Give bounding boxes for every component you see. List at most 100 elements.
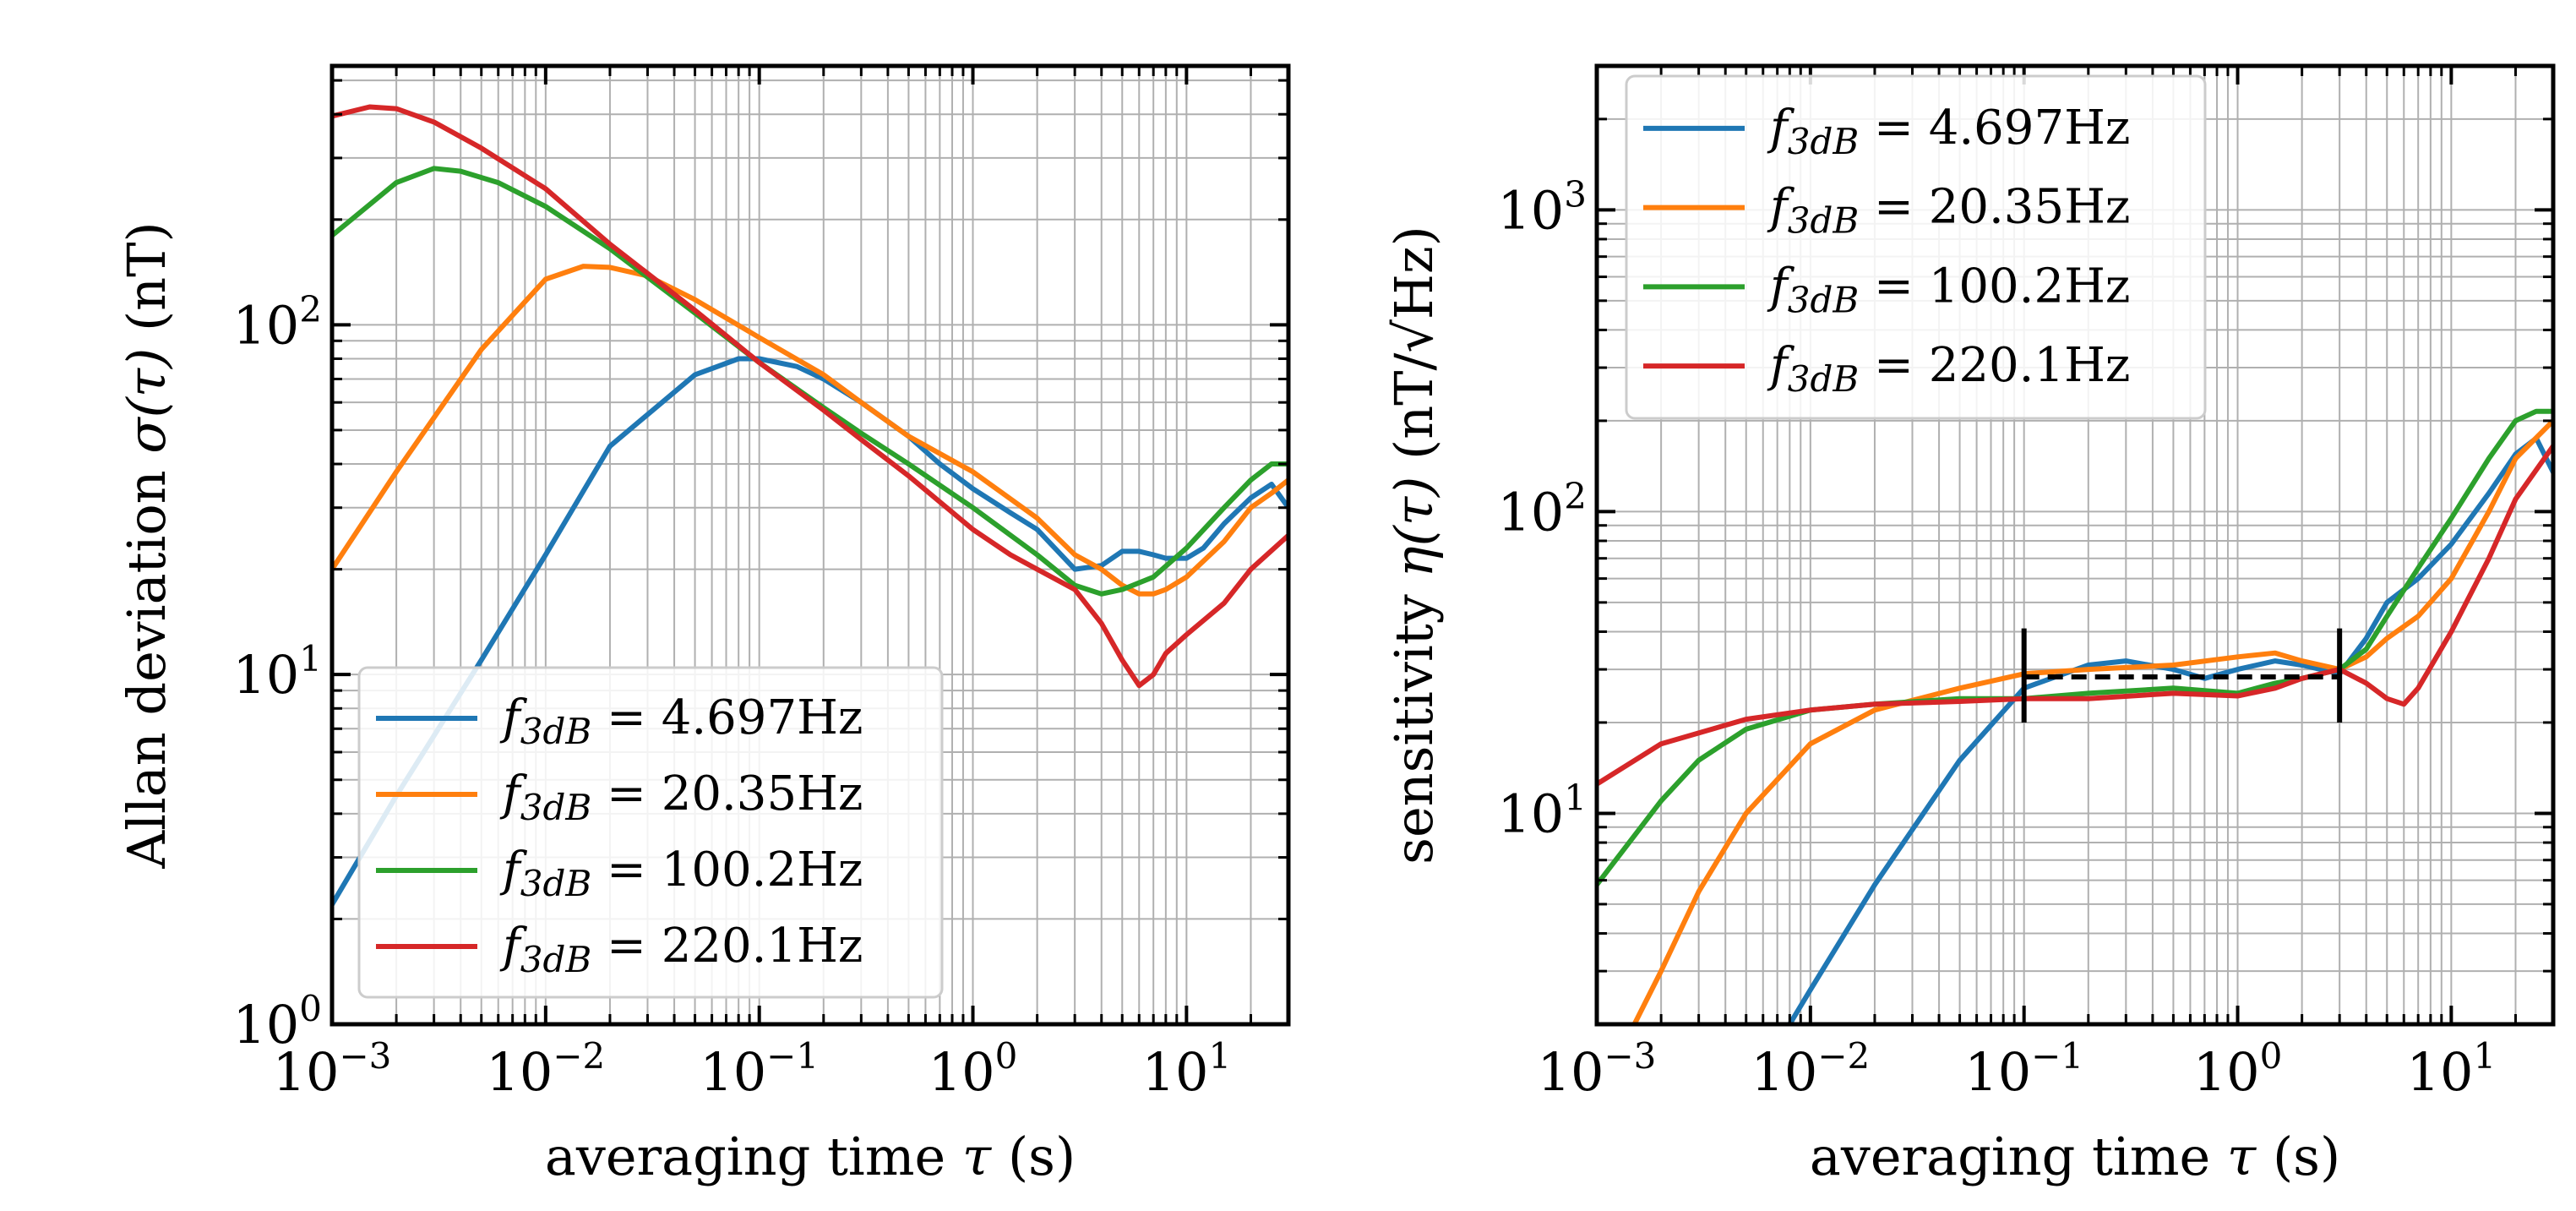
y-tick-label-base: 10 [1497, 783, 1564, 844]
legend-entry: f3dB = 20.35Hz [499, 766, 863, 828]
legend-box [1625, 74, 2207, 420]
x-tick-label-base: 10 [1964, 1041, 2031, 1103]
y-tick-label-exponent: 1 [1564, 777, 1587, 818]
y-tick-label-base: 10 [232, 994, 299, 1056]
x-tick-label: 100 [929, 1035, 1018, 1103]
x-tick-label-base: 10 [1142, 1041, 1209, 1103]
x-tick-label-exponent: −3 [1604, 1035, 1656, 1077]
legend-symbol-sub: 3dB [1788, 200, 1859, 242]
legend-value: 4.697Hz [1929, 101, 2131, 155]
legend-equals: = [1859, 180, 1929, 235]
legend-symbol-sub: 3dB [520, 939, 591, 980]
annotation-group [2021, 628, 2343, 723]
y-tick-label: 101 [232, 638, 322, 706]
y-axis-title-symbol: σ(τ) [116, 348, 177, 454]
x-tick-label-exponent: 1 [2473, 1035, 2496, 1077]
y-tick-label-base: 10 [1497, 481, 1564, 543]
x-tick-label-exponent: −2 [553, 1035, 605, 1077]
x-tick-label-exponent: 0 [2260, 1035, 2283, 1077]
x-axis-title-text: averaging time [1810, 1126, 2227, 1187]
legend-value: 20.35Hz [1929, 180, 2131, 235]
x-tick-label: 10−2 [486, 1035, 605, 1103]
x-tick-label-base: 10 [700, 1041, 766, 1103]
series-line-4697hz [332, 356, 1288, 908]
x-tick-label: 10−3 [1538, 1035, 1657, 1103]
legend-equals: = [1859, 338, 1929, 393]
legend-entry: f3dB = 220.1Hz [499, 919, 863, 980]
y-tick-label-exponent: 2 [299, 288, 322, 330]
y-tick-label-exponent: 1 [299, 638, 322, 679]
x-tick-label-base: 10 [273, 1041, 340, 1103]
y-axis-title: Allan deviation σ(τ) (nT) [116, 221, 177, 869]
y-tick-label: 103 [1497, 173, 1587, 241]
legend-equals: = [591, 843, 662, 897]
y-axis-title-unit: (nT) [116, 221, 177, 347]
y-tick-label: 102 [232, 288, 322, 356]
x-tick-label-exponent: 0 [995, 1035, 1018, 1077]
legend-equals: = [1859, 101, 1929, 155]
x-tick-label: 10−1 [1964, 1035, 2083, 1103]
x-tick-label: 101 [1142, 1035, 1232, 1103]
x-tick-label: 10−2 [1751, 1035, 1870, 1103]
plot-frame [1594, 63, 2556, 1027]
y-tick-label-exponent: 0 [299, 988, 322, 1029]
y-tick-label-base: 10 [232, 644, 299, 706]
x-tick-label-base: 10 [486, 1041, 553, 1103]
legend-equals: = [591, 690, 662, 745]
legend: f3dB = 4.697Hz f3dB = 20.35Hz f3dB = 100.2… [1625, 74, 2207, 420]
legend-symbol-sub: 3dB [1788, 279, 1859, 320]
x-tick-label-exponent: −2 [1817, 1035, 1870, 1077]
legend-entry: f3dB = 100.2Hz [1767, 259, 2130, 320]
y-axis-title-symbol: η(τ) [1383, 477, 1445, 578]
x-axis-title-text: averaging time [545, 1126, 962, 1187]
legend-symbol-sub: 3dB [520, 711, 591, 752]
y-axis-title-unit: (nT/√Hz) [1383, 226, 1445, 477]
legend-value: 100.2Hz [1929, 259, 2131, 314]
y-axis-title-text: sensitivity [1383, 577, 1445, 864]
x-tick-label: 10−1 [700, 1035, 819, 1103]
series-line-2201hz [1597, 443, 2553, 787]
y-tick-label-base: 10 [1497, 179, 1564, 241]
x-axis-title: averaging time τ (s) [545, 1126, 1076, 1187]
legend-value: 4.697Hz [662, 690, 863, 745]
y-axis-title-text: Allan deviation [116, 454, 177, 870]
y-tick-label: 100 [232, 988, 322, 1056]
legend-symbol-sub: 3dB [520, 787, 591, 828]
series-group [1597, 408, 2553, 1024]
x-axis-title-unit: (s) [2256, 1126, 2340, 1187]
plot-frame [329, 63, 1291, 1027]
x-axis-title-unit: (s) [991, 1126, 1076, 1187]
x-tick-label-base: 10 [2407, 1041, 2474, 1103]
y-tick-label-exponent: 2 [1564, 475, 1587, 516]
y-axis-title: sensitivity η(τ) (nT/√Hz) [1383, 226, 1445, 865]
legend-value: 220.1Hz [1929, 338, 2131, 393]
series-line-4697hz [1787, 435, 2553, 1024]
legend-value: 220.1Hz [662, 919, 863, 974]
legend-value: 20.35Hz [662, 766, 863, 821]
legend-entry: f3dB = 100.2Hz [499, 843, 863, 904]
x-tick-label-base: 10 [929, 1041, 995, 1103]
legend-entry: f3dB = 4.697Hz [1767, 101, 2130, 162]
legend-box [357, 666, 944, 999]
legend-value: 100.2Hz [662, 843, 863, 897]
x-tick-label: 101 [2407, 1035, 2497, 1103]
y-tick-label: 102 [1497, 475, 1587, 543]
legend-equals: = [591, 919, 662, 974]
x-tick-label-base: 10 [1751, 1041, 1817, 1103]
legend-symbol-sub: 3dB [1788, 121, 1859, 162]
series-line-2035hz [332, 264, 1288, 597]
y-tick-label: 101 [1497, 777, 1587, 844]
x-axis-title: averaging time τ (s) [1810, 1126, 2340, 1187]
grid [1596, 65, 2554, 1025]
x-tick-label-exponent: 1 [1208, 1035, 1231, 1077]
series-group [332, 104, 1288, 908]
ticks [1595, 64, 2555, 1026]
x-tick-label-exponent: −1 [2031, 1035, 2083, 1077]
x-tick-label-exponent: −3 [339, 1035, 391, 1077]
ticks [330, 66, 1290, 1026]
x-tick-label-base: 10 [1538, 1041, 1604, 1103]
x-axis-title-symbol: τ [2227, 1126, 2257, 1187]
